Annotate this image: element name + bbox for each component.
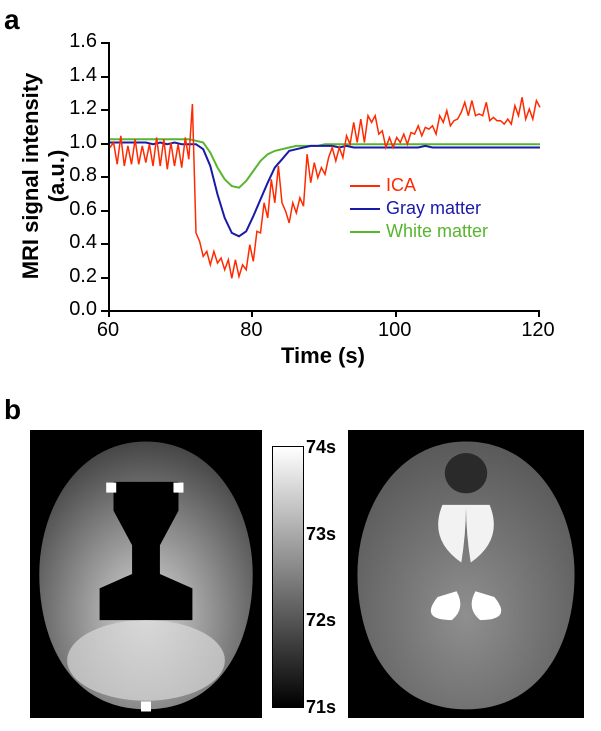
brain-image-left xyxy=(30,430,262,718)
panel-b-label: b xyxy=(4,394,21,426)
colorbar: 74s73s72s71s xyxy=(272,446,372,706)
legend-label: ICA xyxy=(386,175,416,196)
x-tick-label: 60 xyxy=(78,319,138,342)
legend: ICAGray matterWhite matter xyxy=(350,175,488,244)
colorbar-label: 72s xyxy=(306,610,336,631)
x-tick-label: 100 xyxy=(365,319,425,342)
colorbar-label: 71s xyxy=(306,697,336,718)
legend-swatch xyxy=(350,185,380,187)
colorbar-gradient xyxy=(272,446,304,708)
x-axis-label: Time (s) xyxy=(108,343,538,369)
panel-a-label: a xyxy=(4,4,20,36)
x-tick-label: 120 xyxy=(508,319,568,342)
colorbar-label: 73s xyxy=(306,524,336,545)
y-axis-label: MRI signal intensity(a.u.) xyxy=(18,42,70,310)
legend-item: Gray matter xyxy=(350,198,488,219)
legend-label: Gray matter xyxy=(386,198,481,219)
legend-swatch xyxy=(350,208,380,210)
legend-label: White matter xyxy=(386,221,488,242)
figure-root: a 0.00.20.40.60.81.01.21.41.6 6080100120… xyxy=(0,0,601,731)
legend-item: ICA xyxy=(350,175,488,196)
legend-swatch xyxy=(350,231,380,233)
brain-image-right xyxy=(348,430,584,718)
colorbar-label: 74s xyxy=(306,437,336,458)
legend-item: White matter xyxy=(350,221,488,242)
x-tick-label: 80 xyxy=(221,319,281,342)
brain-left-svg xyxy=(30,430,262,718)
brain-right-svg xyxy=(348,430,584,718)
